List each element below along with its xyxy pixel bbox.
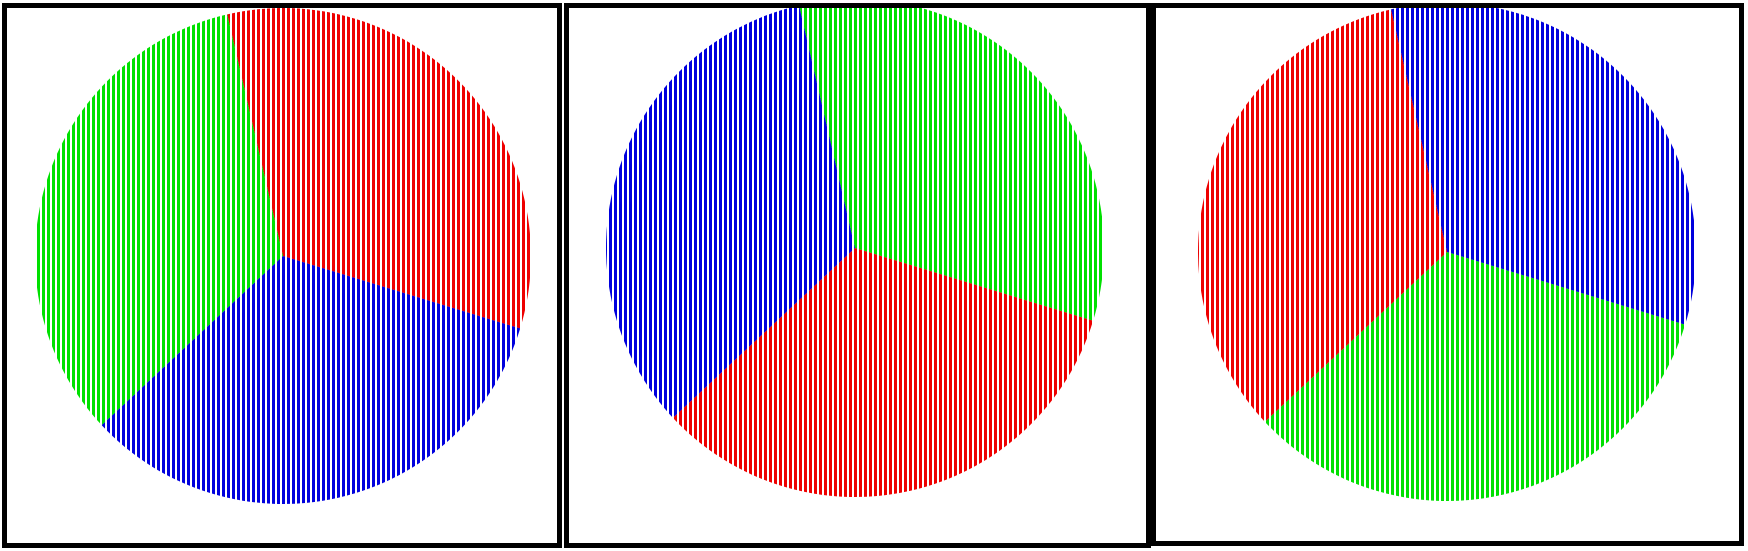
pie-slice-red — [227, 8, 531, 329]
pie-chart-1 — [34, 8, 531, 505]
pie-chart-panel-2 — [564, 3, 1151, 548]
pie-slice-blue — [1390, 8, 1696, 325]
pie-slice-green — [34, 14, 283, 426]
pie-slice-blue — [101, 256, 521, 505]
pie-chart-3 — [1197, 8, 1696, 502]
pie-slice-green — [799, 8, 1104, 321]
pie-chart-2 — [606, 8, 1104, 498]
pie-chart-panel-1 — [2, 3, 562, 548]
pie-chart-panel-3 — [1151, 3, 1744, 546]
pie-slice-red — [1197, 9, 1447, 422]
pie-slice-blue — [606, 8, 855, 418]
pie-slice-green — [1264, 252, 1686, 502]
pie-slice-red — [672, 248, 1094, 498]
